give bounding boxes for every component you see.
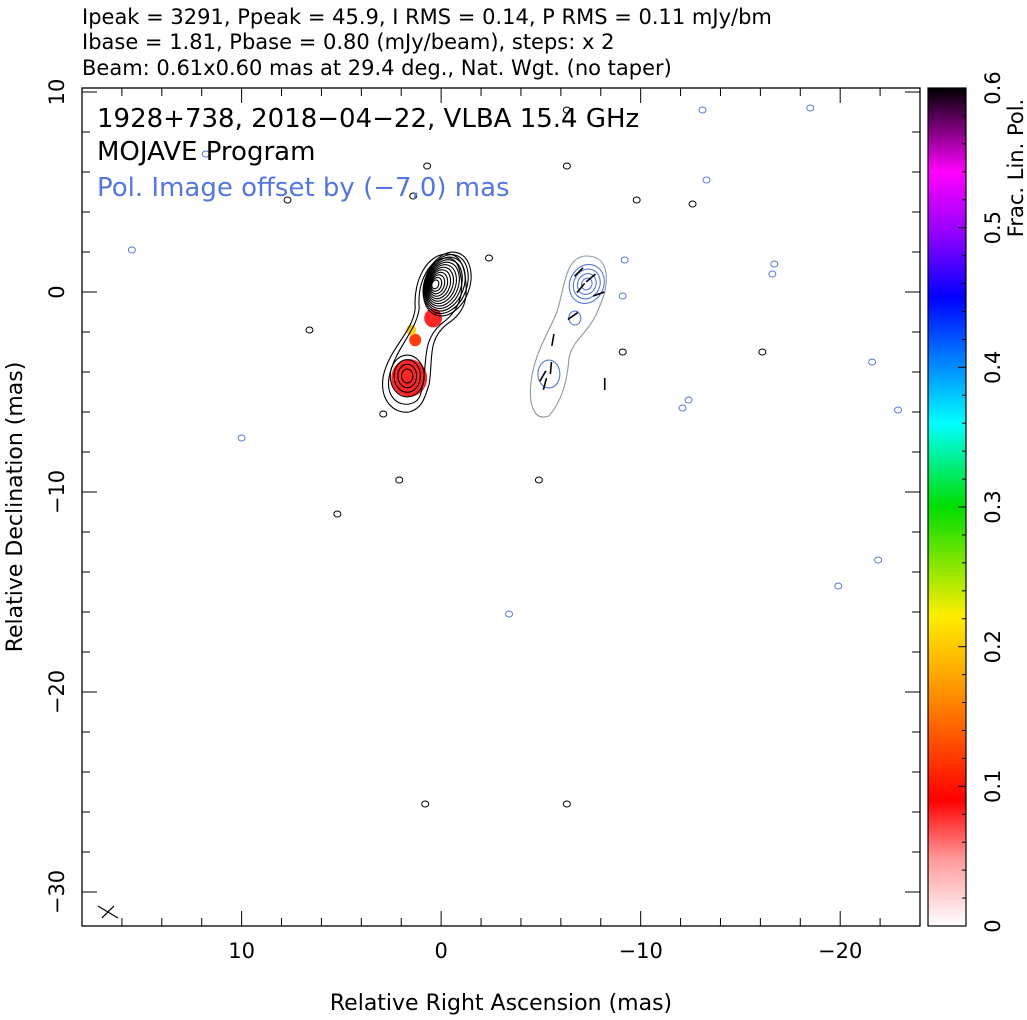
noise-contour-7 [423, 162, 432, 170]
stokes-i-core-contour-0 [422, 251, 472, 317]
beam-marker-b [101, 905, 115, 919]
noise-contour-25 [770, 260, 779, 268]
y-tick-label: −30 [45, 870, 69, 914]
noise-contour-21 [688, 200, 697, 208]
stokes-i-knot-contour-3 [401, 368, 414, 384]
noise-contour-14 [562, 106, 571, 114]
noise-contour-24 [758, 348, 767, 356]
evpa-stick-4 [551, 333, 555, 347]
source-annotation: 1928+738, 2018−04−22, VLBA 15.4 GHz [97, 104, 639, 134]
stokes-i-knot-contour-2 [397, 363, 418, 389]
header-line-2: Ibase = 1.81, Pbase = 0.80 (mJy/beam), s… [82, 30, 614, 54]
noise-contour-33 [562, 800, 571, 808]
stokes-i-core-contour-6 [427, 266, 455, 302]
stokes-i-core-contour-1 [423, 254, 469, 314]
noise-contour-5 [333, 510, 342, 518]
noise-contour-10 [379, 410, 388, 418]
map-contents [97, 104, 903, 919]
noise-contour-9 [485, 254, 494, 262]
noise-contour-28 [834, 582, 843, 590]
evpa-stick-0 [585, 273, 596, 283]
noise-contour-0 [127, 246, 136, 254]
x-axis-label: Relative Right Ascension (mas) [330, 991, 672, 1016]
x-tick-label: −10 [619, 939, 663, 963]
evpa-stick-5 [549, 361, 553, 375]
noise-contour-20 [684, 396, 693, 404]
stokes-i-core-contour-2 [424, 256, 466, 312]
colorbar-tick-label: 0.6 [981, 71, 1005, 104]
evpa-stick-6 [539, 370, 547, 382]
stokes-i-core-contour-9 [429, 274, 446, 295]
header-line-3: Beam: 0.61x0.60 mas at 29.4 deg., Nat. W… [82, 56, 672, 80]
y-tick-label: −20 [45, 670, 69, 714]
colorbar-label: Frac. Lin. Pol. [1004, 99, 1027, 237]
noise-contour-19 [678, 404, 687, 412]
colorbar-tick-label: 0.5 [981, 211, 1005, 244]
stokes-i-core-contour-8 [428, 271, 449, 297]
noise-contour-18 [632, 196, 641, 204]
stokes-i-knot-contour-0 [389, 354, 425, 398]
noise-contour-16 [620, 256, 629, 264]
colorbar-tick-label: 0.2 [981, 630, 1005, 663]
jet-envelope-contour-0 [382, 253, 467, 413]
pol-contour-3 [580, 277, 593, 291]
stokes-i-knot-contour-1 [393, 359, 421, 393]
pol-knot-contour [537, 359, 561, 389]
plot-frame [81, 87, 921, 927]
x-tick-label: −20 [818, 939, 862, 963]
stokes-i-core-contour-3 [424, 259, 463, 310]
noise-contour-29 [868, 358, 877, 366]
noise-contour-11 [504, 610, 513, 618]
noise-contour-15 [618, 348, 627, 356]
colorbar-tick-label: 0.4 [981, 351, 1005, 384]
noise-contour-12 [534, 476, 543, 484]
y-tick-label: −10 [45, 470, 69, 514]
noise-contour-17 [618, 292, 627, 300]
noise-contour-3 [283, 196, 292, 204]
x-tick-label: 0 [434, 939, 447, 963]
y-tick-label: 0 [45, 285, 69, 298]
header-line-1: Ipeak = 3291, Ppeak = 45.9, I RMS = 0.14… [82, 5, 772, 29]
y-tick-label: 10 [45, 79, 69, 106]
stokes-i-core-contour-7 [428, 269, 452, 300]
stokes-i-core-contour-5 [426, 264, 457, 305]
noise-contour-27 [806, 104, 815, 112]
pol-contour-2 [576, 273, 597, 295]
evpa-stick-2 [592, 291, 605, 297]
pol-offset-annotation: Pol. Image offset by (−7,0) mas [97, 173, 510, 203]
axis-ticks: 10 0 −10 −20 10 0 −10 −20 −30 [45, 79, 921, 963]
frac-pol-blob-2 [409, 333, 422, 347]
evpa-stick-3 [574, 267, 584, 277]
colorbar-tick-label: 0 [981, 919, 1005, 932]
pol-outer-contour [529, 255, 607, 418]
noise-contour-1 [201, 150, 210, 158]
noise-contour-6 [395, 476, 404, 484]
pol-contour-1 [572, 268, 601, 300]
pol-contour-0 [568, 263, 605, 305]
stokes-i-core-contour-10 [430, 276, 443, 292]
stokes-i-core-contour-11 [431, 279, 440, 290]
noise-contour-22 [698, 106, 707, 114]
program-annotation: MOJAVE Program [97, 137, 315, 167]
noise-contour-2 [237, 434, 246, 442]
evpa-stick-7 [542, 378, 548, 390]
evpa-stick-8 [567, 311, 579, 321]
noise-contour-4 [305, 326, 314, 334]
noise-contour-13 [562, 162, 571, 170]
noise-contour-30 [874, 556, 883, 564]
noise-contour-26 [768, 270, 777, 278]
stokes-i-core-contour-4 [425, 261, 460, 307]
x-tick-label: 10 [228, 939, 255, 963]
noise-contour-8 [409, 192, 418, 200]
colorbar-tick-label: 0.1 [981, 770, 1005, 803]
noise-contour-32 [421, 800, 430, 808]
y-axis-label: Relative Declination (mas) [3, 362, 28, 653]
noise-contour-31 [894, 406, 903, 414]
evpa-stick-1 [576, 282, 586, 294]
noise-contour-23 [702, 176, 711, 184]
colorbar-ticks: 0 0.1 0.2 0.3 0.4 0.5 0.6 [958, 71, 1005, 933]
colorbar-tick-label: 0.3 [981, 490, 1005, 523]
